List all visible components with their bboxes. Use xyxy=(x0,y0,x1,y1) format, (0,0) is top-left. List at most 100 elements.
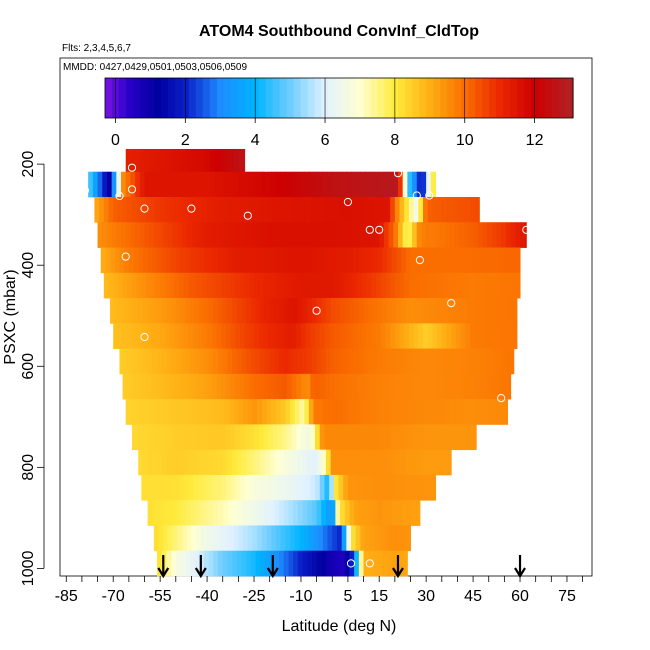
heatmap-cell xyxy=(391,550,397,577)
heatmap-cell xyxy=(110,247,116,274)
heatmap-cell xyxy=(221,424,227,451)
heatmap-cell xyxy=(372,348,379,375)
heatmap-cell xyxy=(153,222,160,248)
heatmap-cell xyxy=(341,171,347,198)
heatmap-cell xyxy=(158,222,164,248)
heatmap-cell xyxy=(171,500,177,526)
heatmap-cell xyxy=(125,148,131,173)
heatmap-cell xyxy=(396,348,402,375)
heatmap-cell xyxy=(388,222,394,248)
heatmap-cell xyxy=(121,171,127,198)
heatmap-cell xyxy=(127,272,133,299)
heatmap-cell xyxy=(347,323,354,349)
heatmap-cell xyxy=(319,373,325,400)
heatmap-cell xyxy=(183,474,189,501)
heatmap-cell xyxy=(180,298,186,324)
heatmap-cell xyxy=(139,222,145,248)
heatmap-cell xyxy=(238,148,244,173)
heatmap-cell xyxy=(351,222,357,248)
heatmap-cell xyxy=(200,222,207,248)
heatmap-cell xyxy=(399,272,405,299)
heatmap-cell xyxy=(244,474,250,501)
heatmap-cell xyxy=(188,323,194,349)
heatmap-cell xyxy=(286,323,293,349)
heatmap-cell xyxy=(387,348,393,375)
observation-marker xyxy=(140,332,149,342)
heatmap-cell xyxy=(460,323,466,349)
heatmap-cell xyxy=(451,323,457,349)
heatmap-cell xyxy=(313,525,319,552)
colorbar-segment xyxy=(391,78,399,118)
heatmap-cell xyxy=(385,474,391,501)
heatmap-cell xyxy=(357,323,363,349)
heatmap-cell xyxy=(335,247,341,274)
heatmap-cell xyxy=(174,424,180,451)
heatmap-cell xyxy=(415,247,421,274)
observation-marker xyxy=(262,163,271,172)
heatmap-cell xyxy=(185,449,191,476)
heatmap-cell xyxy=(379,399,385,425)
heatmap-cell xyxy=(158,171,164,198)
colorbar-segment xyxy=(433,78,441,118)
heatmap-cell xyxy=(178,196,185,223)
heatmap-cell xyxy=(494,247,501,274)
heatmap-cell xyxy=(424,298,430,324)
heatmap-cell xyxy=(202,196,208,223)
heatmap-cell xyxy=(471,298,477,324)
heatmap-cell xyxy=(175,550,181,577)
heatmap-cell xyxy=(169,272,175,299)
heatmap-cell xyxy=(376,424,382,451)
heatmap-cell xyxy=(507,323,513,349)
heatmap-cell xyxy=(383,171,390,198)
x-tick-label: 60 xyxy=(511,588,529,605)
heatmap-cell xyxy=(347,474,354,501)
heatmap-cell xyxy=(238,171,244,198)
heatmap-cell xyxy=(297,500,304,526)
heatmap-cell xyxy=(449,399,455,425)
heatmap-cell xyxy=(236,550,242,577)
heatmap-cell xyxy=(178,424,185,451)
heatmap-cell xyxy=(329,424,335,451)
heatmap-cell xyxy=(213,348,219,375)
heatmap-cell xyxy=(368,298,374,324)
heatmap-cell xyxy=(304,525,310,552)
heatmap-cell xyxy=(180,500,186,526)
heatmap-cell xyxy=(189,550,196,577)
x-tick-label: 15 xyxy=(370,588,388,605)
colorbar-segment xyxy=(251,78,260,118)
colorbar-segment xyxy=(223,78,232,118)
heatmap-cell xyxy=(509,348,515,375)
heatmap-cell xyxy=(401,500,407,526)
heatmap-cell xyxy=(279,348,285,375)
heatmap-cell xyxy=(366,474,372,501)
heatmap-cell xyxy=(183,323,189,349)
heatmap-cell xyxy=(423,272,429,299)
heatmap-cell xyxy=(465,373,471,400)
heatmap-cell xyxy=(197,196,203,223)
heatmap-cell xyxy=(146,272,152,299)
heatmap-cell xyxy=(379,222,385,248)
heatmap-cell xyxy=(415,449,421,476)
colorbar-segment xyxy=(321,78,330,118)
heatmap-cell xyxy=(496,399,502,425)
heatmap-cell xyxy=(469,373,476,400)
heatmap-cell xyxy=(202,272,208,299)
heatmap-cell xyxy=(236,247,242,274)
heatmap-cell xyxy=(186,171,192,198)
colorbar-segment xyxy=(132,78,141,118)
heatmap-cell xyxy=(426,399,432,425)
heatmap-cell xyxy=(200,399,207,425)
heatmap-cell xyxy=(437,373,443,400)
heatmap-cell xyxy=(300,424,307,451)
heatmap-cell xyxy=(171,550,177,577)
heatmap-cell xyxy=(394,373,401,400)
heatmap-cell xyxy=(399,323,405,349)
heatmap-cell xyxy=(404,323,410,349)
heatmap-cell xyxy=(150,272,156,299)
heatmap-cell xyxy=(210,399,216,425)
heatmap-cell xyxy=(254,272,260,299)
heatmap-cell xyxy=(394,424,401,451)
heatmap-cell xyxy=(404,373,410,400)
heatmap-cell xyxy=(354,247,360,274)
heatmap-cell xyxy=(188,373,194,400)
